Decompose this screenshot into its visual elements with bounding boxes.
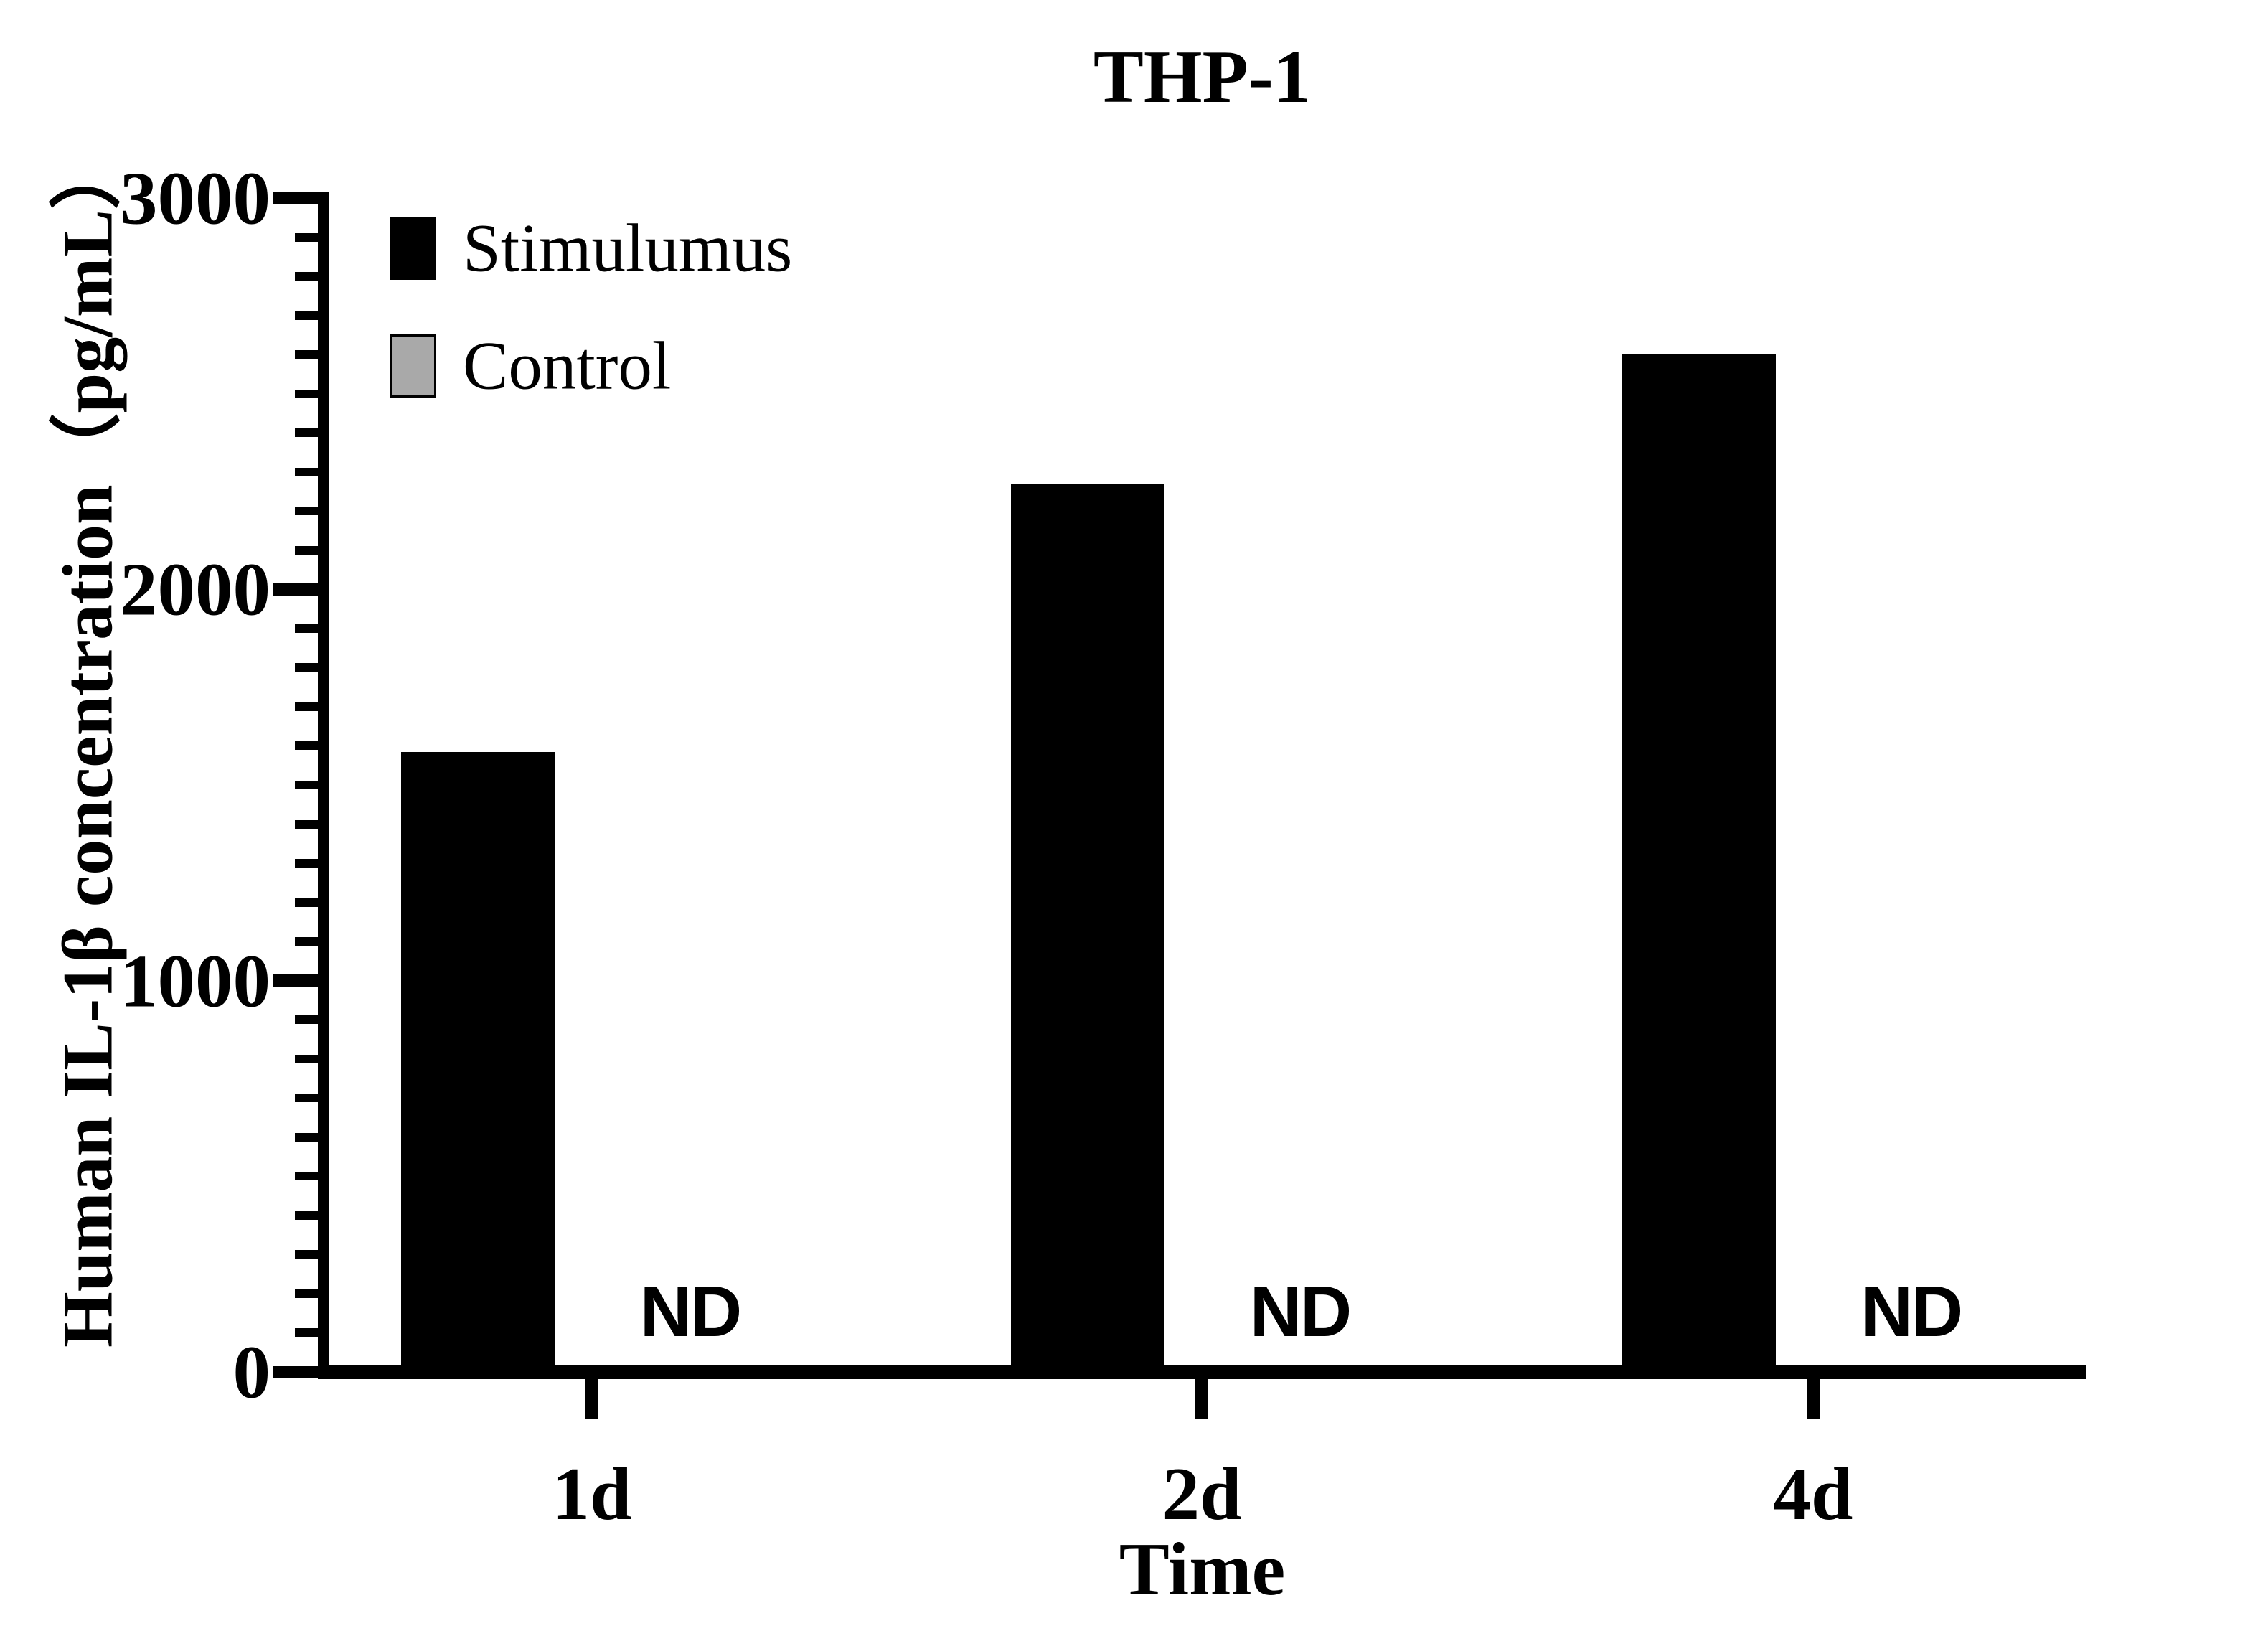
bar-stimulumus-1d xyxy=(400,751,555,1372)
y-minor-tick xyxy=(295,311,318,320)
x-tick-2d xyxy=(1195,1379,1208,1419)
y-minor-tick xyxy=(295,741,318,751)
nd-label-1d: ND xyxy=(639,1271,742,1352)
y-minor-tick xyxy=(295,507,318,516)
y-axis-line xyxy=(318,192,329,1379)
nd-label-2d: ND xyxy=(1249,1271,1352,1352)
x-category-label-4d: 4d xyxy=(1773,1452,1853,1536)
x-category-label-2d: 2d xyxy=(1162,1452,1242,1536)
y-minor-tick xyxy=(295,1132,318,1142)
y-minor-tick xyxy=(295,467,318,476)
y-major-tick xyxy=(273,583,318,596)
bar-stimulumus-2d xyxy=(1010,484,1164,1372)
y-minor-tick xyxy=(295,232,318,242)
y-minor-tick xyxy=(295,663,318,672)
x-axis-title: Time xyxy=(1119,1527,1286,1611)
x-category-label-1d: 1d xyxy=(552,1452,632,1536)
y-minor-tick xyxy=(295,272,318,281)
x-tick-4d xyxy=(1807,1379,1820,1419)
y-minor-tick xyxy=(295,389,318,398)
y-major-tick xyxy=(273,974,318,987)
nd-label-4d: ND xyxy=(1860,1271,1963,1352)
y-minor-tick xyxy=(295,350,318,359)
legend-swatch-control xyxy=(390,334,436,398)
y-minor-tick xyxy=(295,1172,318,1181)
y-minor-tick xyxy=(295,545,318,555)
y-minor-tick xyxy=(295,859,318,868)
x-tick-1d xyxy=(585,1379,598,1419)
y-major-tick xyxy=(273,192,318,204)
y-tick-label: 1000 xyxy=(120,939,270,1023)
y-axis-title: Human IL-1β concentration（pg/mL） xyxy=(47,137,128,1348)
y-minor-tick xyxy=(295,1289,318,1298)
bar-stimulumus-4d xyxy=(1622,354,1776,1372)
y-minor-tick xyxy=(295,819,318,829)
y-tick-label: 0 xyxy=(232,1330,271,1414)
y-minor-tick xyxy=(295,781,318,789)
chart-title: THP-1 xyxy=(1093,34,1312,118)
x-axis-line xyxy=(318,1365,2086,1379)
y-minor-tick xyxy=(295,937,318,946)
y-minor-tick xyxy=(295,1094,318,1103)
legend-label-stimulumus: Stimulumus xyxy=(463,210,793,286)
legend-label-control: Control xyxy=(463,327,672,404)
y-minor-tick xyxy=(295,702,318,711)
y-minor-tick xyxy=(295,1328,318,1338)
y-minor-tick xyxy=(295,1210,318,1220)
y-major-tick xyxy=(273,1365,318,1378)
y-tick-label: 2000 xyxy=(120,547,270,631)
y-tick-label: 3000 xyxy=(120,156,270,240)
y-minor-tick xyxy=(295,1250,318,1259)
y-minor-tick xyxy=(295,624,318,633)
y-minor-tick xyxy=(295,1015,318,1025)
legend-swatch-stimulumus xyxy=(390,217,436,280)
y-minor-tick xyxy=(295,1054,318,1063)
y-minor-tick xyxy=(295,428,318,438)
y-minor-tick xyxy=(295,898,318,907)
